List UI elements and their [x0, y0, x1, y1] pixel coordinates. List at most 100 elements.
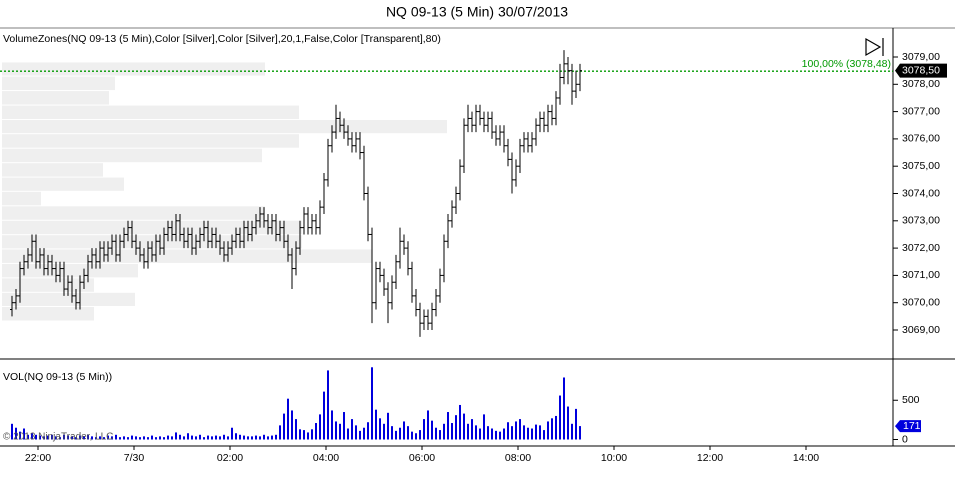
volume-bar — [111, 436, 113, 440]
volume-bar — [87, 434, 89, 440]
volume-bar — [31, 433, 33, 440]
volume-bar — [523, 425, 525, 440]
volume-bar — [115, 434, 117, 440]
volume-label: VOL(NQ 09-13 (5 Min)) — [3, 371, 112, 383]
volume-bar — [227, 436, 229, 440]
volume-bar — [363, 427, 365, 440]
volume-zone — [2, 220, 302, 235]
copyright: © 2013 NinjaTrader, LLC — [3, 432, 113, 443]
volume-bar — [415, 433, 417, 440]
volume-bar — [11, 423, 13, 440]
volume-bar — [147, 437, 149, 440]
volume-bar — [555, 415, 557, 440]
volume-bar — [491, 428, 493, 440]
volume-bar — [359, 430, 361, 440]
volume-bar — [471, 419, 473, 440]
volume-bar — [575, 408, 577, 440]
volume-bar — [395, 430, 397, 440]
volume-zone — [2, 191, 41, 206]
volume-bar — [71, 436, 73, 440]
volume-bar — [155, 437, 157, 440]
volume-bar — [271, 435, 273, 440]
volume-bar — [91, 436, 93, 440]
volume-bar — [443, 423, 445, 440]
volume-zone — [2, 177, 124, 191]
volume-bar — [387, 412, 389, 440]
volume-bar — [315, 423, 317, 440]
volume-bar — [279, 425, 281, 440]
volume-bar — [255, 435, 257, 440]
volume-bar — [327, 370, 329, 440]
volume-bar — [391, 426, 393, 440]
volume-bar — [159, 436, 161, 440]
volume-bar — [323, 391, 325, 440]
volume-bar — [35, 434, 37, 440]
x-tick-label: 04:00 — [313, 452, 339, 464]
volume-bar — [175, 432, 177, 440]
volume-bar — [75, 437, 77, 440]
volume-bar — [367, 422, 369, 440]
volume-bar — [59, 437, 61, 440]
volume-bar — [435, 427, 437, 440]
volume-bar — [379, 418, 381, 440]
volume-bar — [143, 436, 145, 440]
volume-bar — [519, 419, 521, 440]
x-tick-label: 08:00 — [505, 452, 531, 464]
volume-bar — [423, 419, 425, 440]
volume-zone — [2, 120, 447, 134]
volume-bar — [439, 430, 441, 440]
volume-bar — [419, 430, 421, 440]
volume-bar — [219, 436, 221, 440]
volume-bar — [191, 435, 193, 440]
x-tick-label: 14:00 — [793, 452, 819, 464]
volume-bar — [135, 436, 137, 440]
volume-zone — [2, 163, 103, 177]
volume-bar — [407, 426, 409, 440]
indicator-label: VolumeZones(NQ 09-13 (5 Min),Color [Silv… — [3, 33, 441, 45]
volume-bar — [15, 427, 17, 440]
volume-bar — [83, 436, 85, 440]
volume-bar — [303, 430, 305, 440]
x-tick-label: 06:00 — [409, 452, 435, 464]
volume-bar — [207, 435, 209, 440]
volume-bar — [243, 435, 245, 440]
volume-bar — [559, 395, 561, 440]
volume-bar — [199, 434, 201, 440]
volume-bar — [527, 427, 529, 440]
last-volume-tag — [895, 420, 921, 433]
y-tick-label: 3075,00 — [902, 160, 940, 172]
volume-bar — [403, 421, 405, 440]
volume-bar — [275, 434, 277, 440]
volume-bar — [43, 436, 45, 440]
volume-bar — [347, 428, 349, 440]
volume-bar — [187, 433, 189, 440]
volume-bar — [307, 432, 309, 440]
y-tick-label: 3072,00 — [902, 242, 940, 254]
y-tick-label: 3074,00 — [902, 187, 940, 199]
y-tick-label: 3076,00 — [902, 133, 940, 145]
volume-zone — [2, 134, 299, 148]
volume-bar — [235, 433, 237, 440]
volume-bar — [291, 410, 293, 440]
volume-zone — [2, 206, 265, 220]
chart-title: NQ 09-13 (5 Min) 30/07/2013 — [386, 4, 568, 20]
last-price-tag — [895, 63, 947, 78]
volume-bar — [95, 437, 97, 440]
volume-bar — [211, 436, 213, 440]
volume-bar — [195, 436, 197, 440]
volume-bar — [139, 437, 141, 440]
x-tick-label: 10:00 — [601, 452, 627, 464]
volume-bar — [247, 436, 249, 440]
volume-bar — [151, 435, 153, 440]
volume-bar — [39, 435, 41, 440]
play-icon[interactable] — [865, 37, 884, 57]
volume-bar — [503, 428, 505, 440]
annotation-label: 100,00% (3078,48) — [802, 58, 891, 70]
y-tick-label: 3073,00 — [902, 215, 940, 227]
volume-zone — [2, 249, 372, 263]
volume-bar — [319, 414, 321, 440]
volume-zone — [2, 278, 94, 292]
volume-bar — [299, 429, 301, 440]
volume-bar — [563, 377, 565, 440]
